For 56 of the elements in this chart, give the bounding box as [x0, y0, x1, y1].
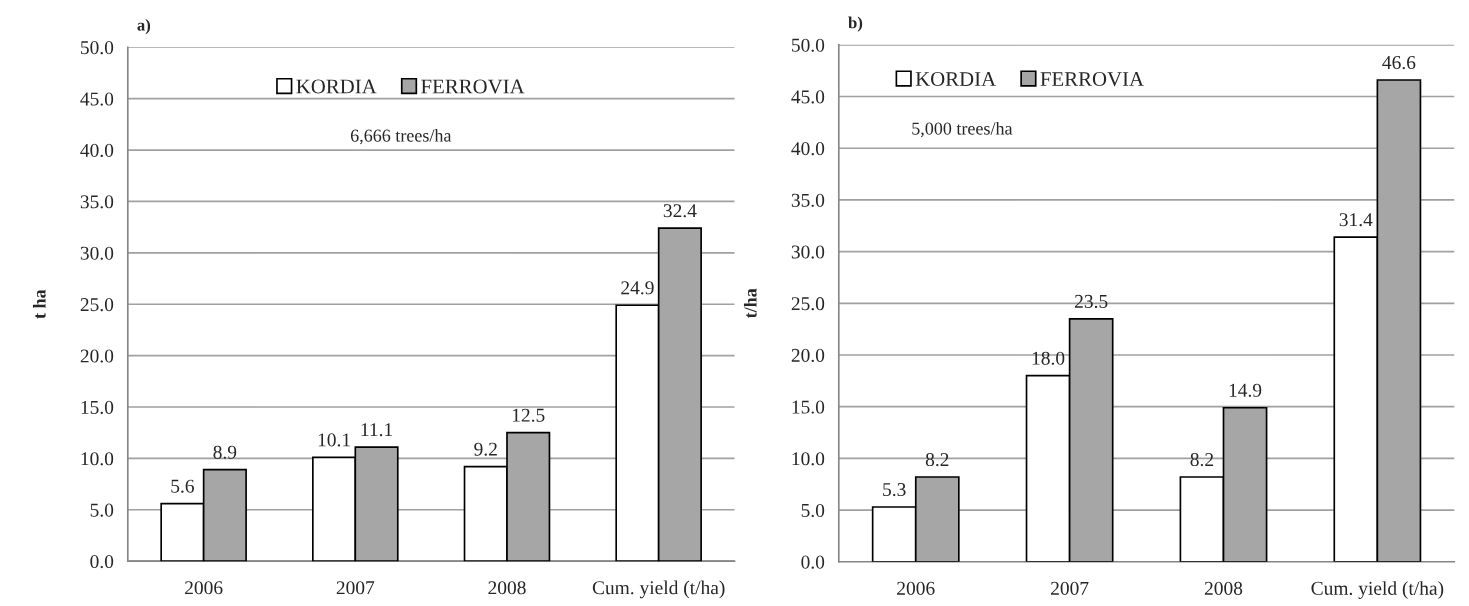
- y-tick-label: 30.0: [791, 245, 825, 259]
- y-tick-label: 0.0: [90, 554, 114, 569]
- legend-label: FERROVIA: [1040, 72, 1144, 87]
- x-tick-label: Cum. yield (t/ha): [592, 580, 725, 599]
- chart-title: b): [848, 16, 863, 32]
- y-tick-label: 20.0: [80, 349, 114, 363]
- y-tick-label: 45.0: [80, 92, 114, 106]
- y-tick-label: 30.0: [80, 246, 114, 260]
- legend-label: KORDIA: [296, 79, 377, 94]
- data-label: 23.5: [1075, 294, 1108, 308]
- data-label: 31.4: [1339, 213, 1373, 227]
- x-tick-label: 2007: [336, 581, 375, 595]
- y-tick-label: 50.0: [81, 41, 114, 55]
- y-tick-label: 40.0: [791, 142, 825, 156]
- y-tick-label: 45.0: [791, 90, 825, 104]
- y-tick-label: 50.0: [792, 38, 825, 52]
- legend-label: FERROVIA: [421, 79, 525, 94]
- data-label: 9.2: [474, 442, 497, 456]
- data-label: 8.9: [213, 445, 237, 459]
- data-label: 24.9: [621, 281, 654, 295]
- data-label: 18.0: [1032, 351, 1065, 365]
- data-label: 10.1: [318, 433, 350, 447]
- data-label: 14.9: [1229, 383, 1262, 397]
- data-label: 5.6: [171, 479, 194, 493]
- annotation: 5,000 trees/ha: [912, 121, 1013, 138]
- x-tick-label: 2008: [1204, 581, 1243, 595]
- y-tick-label: 5.0: [90, 503, 114, 517]
- chart-title: a): [137, 19, 151, 35]
- y-tick-label: 15.0: [81, 400, 114, 415]
- y-tick-label: 25.0: [791, 297, 825, 311]
- x-tick-label: 2007: [1051, 581, 1089, 595]
- legend-label: KORDIA: [915, 72, 996, 87]
- x-tick-label: 2006: [185, 581, 223, 595]
- data-label: 12.5: [512, 408, 545, 422]
- data-label: 46.6: [1382, 56, 1416, 70]
- y-axis-title: t/ha: [743, 288, 757, 319]
- y-tick-label: 10.0: [81, 452, 114, 466]
- x-tick-label: Cum. yield (t/ha): [1311, 581, 1444, 599]
- annotation: 6,666 trees/ha: [350, 129, 452, 145]
- y-axis-title: t ha: [32, 289, 46, 319]
- y-tick-label: 40.0: [80, 143, 114, 158]
- y-tick-label: 5.0: [801, 503, 825, 518]
- y-tick-label: 0.0: [801, 555, 825, 569]
- data-label: 5.3: [883, 483, 906, 497]
- y-tick-label: 15.0: [792, 400, 825, 414]
- y-tick-label: 20.0: [791, 348, 825, 363]
- data-label: 8.2: [925, 452, 949, 467]
- data-label: 8.2: [1190, 452, 1214, 467]
- x-tick-label: 2006: [897, 581, 935, 595]
- y-tick-label: 10.0: [792, 452, 825, 466]
- y-tick-label: 35.0: [791, 193, 825, 207]
- data-label: 32.4: [663, 204, 697, 218]
- y-tick-label: 35.0: [80, 195, 114, 209]
- data-label: 11.1: [361, 423, 393, 437]
- x-tick-label: 2008: [488, 581, 526, 595]
- y-tick-label: 25.0: [80, 298, 114, 312]
